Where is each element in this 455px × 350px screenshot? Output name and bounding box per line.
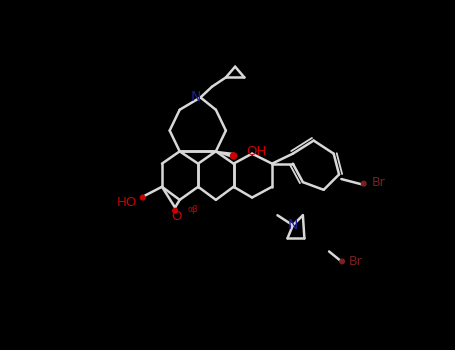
Text: N: N <box>191 90 201 104</box>
Circle shape <box>141 195 145 200</box>
Circle shape <box>361 181 366 186</box>
Polygon shape <box>216 151 236 158</box>
Text: O: O <box>172 210 182 223</box>
Text: HO: HO <box>117 196 137 209</box>
Text: OH: OH <box>246 145 266 158</box>
Text: N: N <box>288 218 298 232</box>
Circle shape <box>340 259 344 264</box>
Text: Br: Br <box>349 255 363 268</box>
Circle shape <box>173 208 177 213</box>
Text: Br: Br <box>372 176 386 189</box>
Text: αβ: αβ <box>187 205 198 214</box>
Circle shape <box>231 153 237 159</box>
